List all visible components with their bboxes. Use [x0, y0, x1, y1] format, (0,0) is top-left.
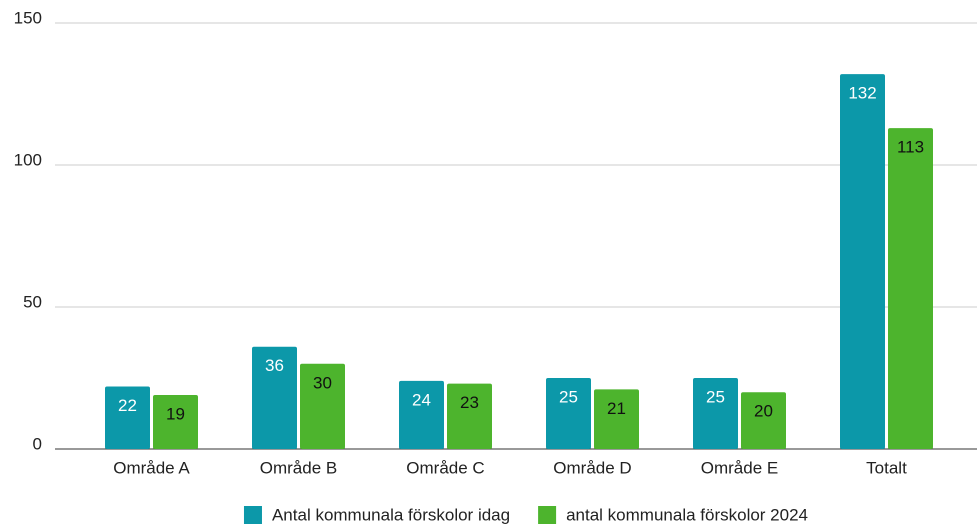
- legend-label: antal kommunala förskolor 2024: [566, 505, 808, 524]
- legend-item: antal kommunala förskolor 2024: [538, 505, 808, 524]
- data-label: 24: [412, 390, 431, 409]
- x-tick-label: Område D: [553, 458, 631, 477]
- y-tick-label: 150: [14, 8, 42, 27]
- x-tick-label: Totalt: [866, 458, 907, 477]
- bar: [252, 346, 297, 449]
- legend-label: Antal kommunala förskolor idag: [272, 505, 510, 524]
- data-label: 21: [607, 399, 626, 418]
- legend-swatch: [538, 506, 557, 524]
- bar: [741, 392, 786, 449]
- x-tick-label: Område E: [701, 458, 778, 477]
- y-tick-label: 100: [14, 150, 42, 169]
- bar: [546, 378, 591, 449]
- data-label: 25: [559, 387, 578, 406]
- bar: [693, 378, 738, 449]
- bar: [447, 383, 492, 449]
- x-tick-label: Område A: [113, 458, 190, 477]
- data-label: 20: [754, 402, 773, 421]
- data-label: 22: [118, 396, 137, 415]
- legend-item: Antal kommunala förskolor idag: [243, 505, 510, 524]
- x-tick-label: Område C: [406, 458, 484, 477]
- data-label: 19: [166, 405, 185, 424]
- bar: [153, 395, 198, 449]
- bar: [840, 74, 885, 450]
- data-label: 25: [706, 387, 725, 406]
- bar: [399, 380, 444, 449]
- bar: [888, 128, 933, 449]
- bar: [105, 386, 150, 449]
- data-label: 113: [897, 138, 924, 157]
- bar: [300, 363, 345, 449]
- y-tick-label: 0: [33, 434, 42, 453]
- x-tick-label: Område B: [260, 458, 337, 477]
- legend-swatch: [243, 506, 262, 524]
- data-label: 36: [265, 356, 284, 375]
- data-label: 132: [848, 84, 876, 103]
- bar: [594, 389, 639, 449]
- data-label: 30: [313, 373, 332, 392]
- data-label: 23: [460, 393, 479, 412]
- y-tick-label: 50: [23, 292, 42, 311]
